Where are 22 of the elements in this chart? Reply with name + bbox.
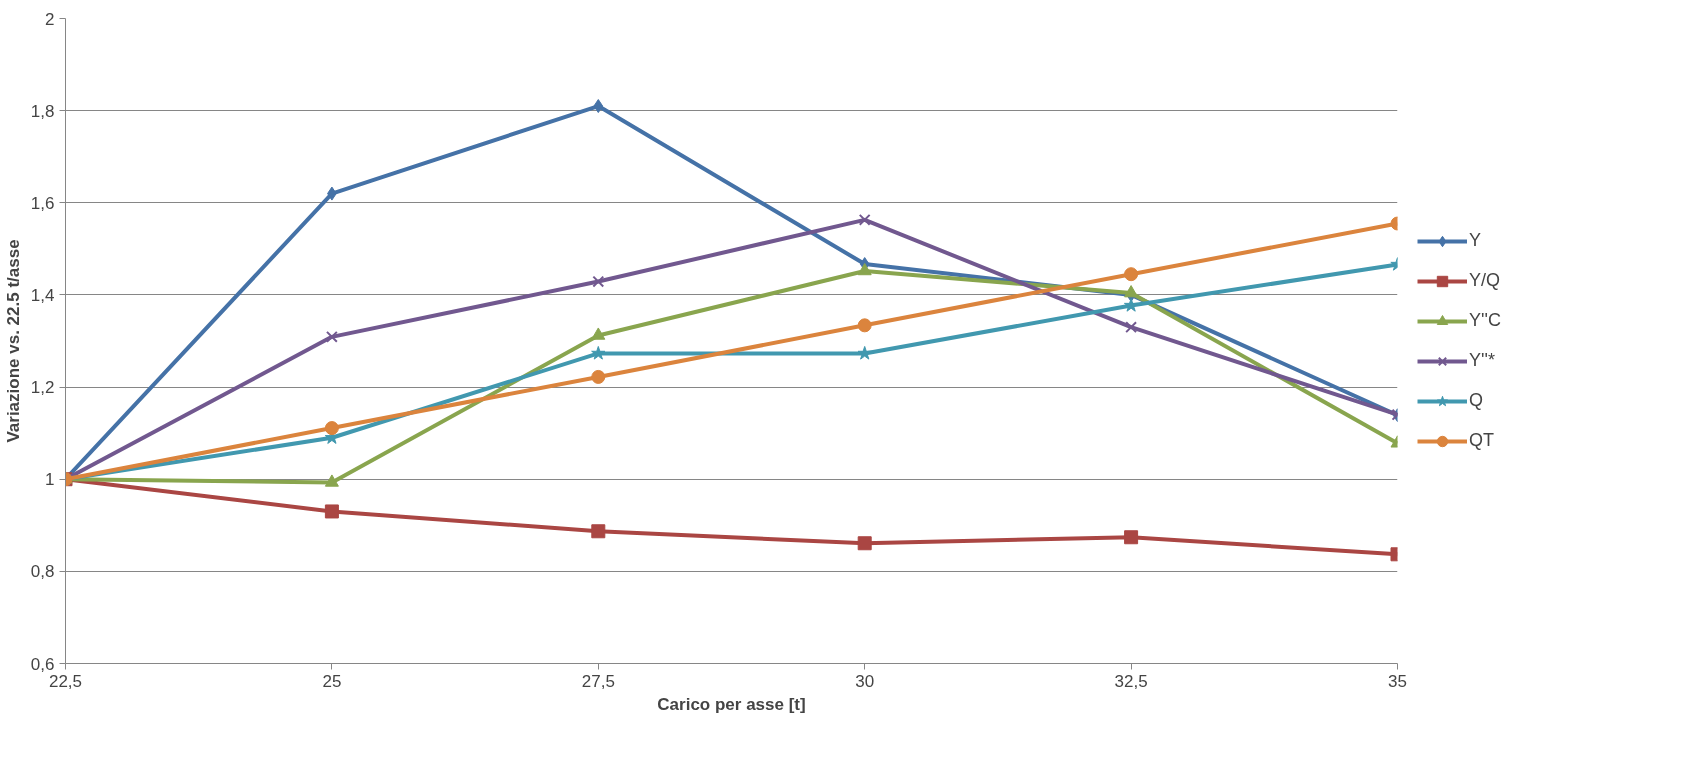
x-tick-label: 25 — [322, 671, 342, 691]
y-tick-label: 1,2 — [30, 378, 55, 398]
y-tick-label: 1,8 — [30, 101, 55, 121]
y-tick-label: 2 — [45, 9, 55, 29]
legend-label: Y''C — [1469, 310, 1501, 331]
y-tick-label: 1,6 — [30, 193, 55, 213]
x-tick-label: 35 — [1388, 671, 1407, 691]
y-tick-label: 0,8 — [30, 562, 55, 582]
legend-label: QT — [1469, 430, 1494, 451]
y-tick-label: 0,6 — [30, 654, 55, 674]
x-axis-title: Carico per asse [t] — [657, 694, 806, 714]
legend-label: Y — [1469, 230, 1482, 251]
y-axis-title: Variazione vs. 22.5 t/asse — [3, 239, 23, 443]
x-tick-label: 30 — [855, 671, 875, 691]
legend-label: Q — [1469, 390, 1484, 411]
y-tick-label: 1,4 — [30, 285, 55, 305]
x-tick-label: 32,5 — [1114, 671, 1148, 691]
x-tick-label: 27,5 — [581, 671, 615, 691]
legend-label: Y/Q — [1469, 270, 1501, 291]
x-tick-label: 22,5 — [48, 671, 83, 691]
y-tick-label: 1 — [45, 470, 55, 490]
legend-label: Y''* — [1469, 350, 1495, 371]
